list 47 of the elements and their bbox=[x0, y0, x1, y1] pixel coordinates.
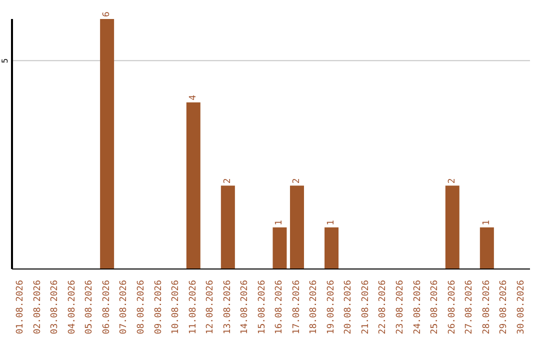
x-tick-label: 03.08.2026 bbox=[50, 280, 60, 334]
x-tick-label: 08.08.2026 bbox=[136, 280, 146, 334]
x-tick-label: 21.08.2026 bbox=[360, 280, 371, 334]
data-label: 1 bbox=[274, 220, 285, 226]
x-tick-label: 11.08.2026 bbox=[188, 280, 198, 334]
bar bbox=[324, 227, 339, 269]
bar bbox=[220, 186, 235, 269]
x-tick-label: 02.08.2026 bbox=[32, 280, 43, 334]
bar bbox=[290, 186, 304, 269]
x-tick-label: 09.08.2026 bbox=[154, 280, 164, 334]
x-tick-label: 29.08.2026 bbox=[499, 280, 510, 334]
x-tick-label: 12.08.2026 bbox=[206, 280, 216, 334]
data-label: 6 bbox=[102, 12, 112, 17]
x-tick-label: 19.08.2026 bbox=[326, 280, 336, 334]
x-tick-label: 20.08.2026 bbox=[344, 280, 354, 334]
x-tick-label: 15.08.2026 bbox=[257, 280, 268, 334]
x-tick-label: 06.08.2026 bbox=[102, 280, 112, 334]
x-tick-label: 10.08.2026 bbox=[171, 280, 182, 334]
data-label: 2 bbox=[447, 178, 458, 184]
x-tick-label: 24.08.2026 bbox=[412, 280, 423, 334]
x-tick-label: 26.08.2026 bbox=[447, 280, 458, 334]
x-tick-label: 17.08.2026 bbox=[292, 280, 302, 334]
x-tick-label: 04.08.2026 bbox=[67, 280, 78, 334]
x-tick-label: 27.08.2026 bbox=[464, 280, 475, 334]
x-tick-label: 18.08.2026 bbox=[309, 280, 320, 334]
x-tick-label: 16.08.2026 bbox=[274, 280, 285, 334]
data-label: 2 bbox=[222, 178, 233, 184]
bar bbox=[480, 227, 494, 269]
x-tick-label: 25.08.2026 bbox=[430, 280, 440, 334]
x-tick-label: 01.08.2026 bbox=[16, 280, 26, 334]
y-tick-label: 5 bbox=[0, 58, 10, 64]
x-tick-label: 23.08.2026 bbox=[396, 280, 406, 334]
bar bbox=[445, 186, 460, 269]
x-tick-label: 07.08.2026 bbox=[119, 280, 130, 334]
bar bbox=[100, 19, 114, 269]
x-tick-label: 13.08.2026 bbox=[222, 280, 233, 334]
x-tick-label: 14.08.2026 bbox=[240, 280, 250, 334]
data-label: 4 bbox=[188, 94, 198, 100]
bar bbox=[272, 227, 287, 269]
data-label: 2 bbox=[292, 178, 302, 184]
x-tick-label: 05.08.2026 bbox=[84, 280, 95, 334]
data-label: 1 bbox=[482, 220, 492, 226]
x-tick-label: 28.08.2026 bbox=[482, 280, 492, 334]
data-label: 1 bbox=[326, 220, 337, 226]
x-tick-label: 30.08.2026 bbox=[516, 280, 526, 334]
x-tick-label: 22.08.2026 bbox=[378, 280, 388, 334]
bar bbox=[186, 102, 200, 269]
